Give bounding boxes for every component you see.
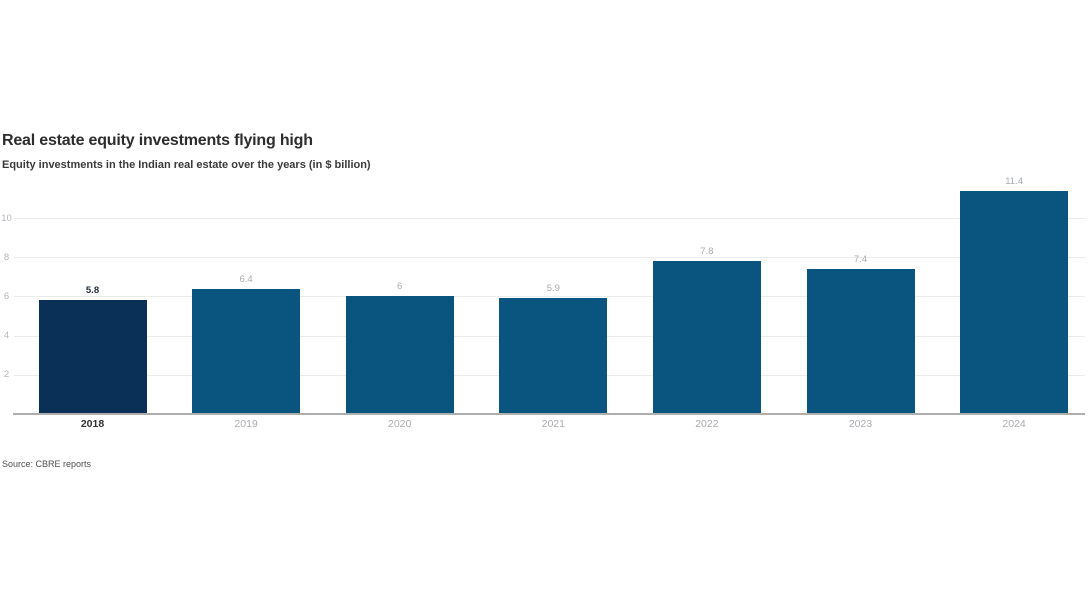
y-axis-tick-label: 6 — [3, 290, 10, 302]
bar-value-label: 7.4 — [853, 253, 868, 265]
bar-value-label: 7.8 — [700, 246, 714, 258]
x-axis-line — [13, 413, 1085, 415]
bar-value-label: 5.9 — [546, 283, 560, 295]
x-axis-label-2021: 2021 — [541, 418, 565, 430]
bar-2022 — [652, 261, 761, 414]
x-axis-label-2019: 2019 — [234, 418, 258, 430]
y-axis-tick-label: 2 — [3, 369, 10, 381]
source-note: Source: CBRE reports — [2, 459, 92, 469]
bar-value-label: 6.4 — [239, 273, 253, 285]
bar-2019 — [192, 288, 301, 414]
gridline-y6 — [14, 296, 1085, 298]
y-axis-tick-label: 4 — [3, 330, 10, 342]
chart-subtitle: Equity investments in the Indian real es… — [2, 159, 371, 171]
bar-value-label: 6 — [397, 281, 403, 293]
x-axis-label-2024: 2024 — [1002, 418, 1026, 430]
x-axis-label-2020: 2020 — [388, 418, 412, 430]
x-axis-label-2022: 2022 — [695, 418, 719, 430]
bar-value-label: 11.4 — [1005, 175, 1023, 187]
chart-title: Real estate equity investments flying hi… — [2, 132, 313, 149]
bar-2020 — [345, 296, 454, 414]
y-axis-tick-label: 8 — [3, 251, 10, 263]
bar-2024 — [960, 190, 1069, 414]
x-axis-label-2018: 2018 — [80, 418, 105, 430]
bar-2021 — [499, 298, 608, 414]
bar-2023 — [806, 268, 915, 414]
y-axis-tick-label: 10 — [1, 212, 12, 224]
x-axis-label-2023: 2023 — [848, 418, 873, 430]
bar-2018 — [38, 300, 147, 414]
gridline-y8 — [14, 257, 1085, 259]
gridline-y10 — [14, 218, 1085, 219]
bar-value-label: 5.8 — [85, 285, 100, 297]
